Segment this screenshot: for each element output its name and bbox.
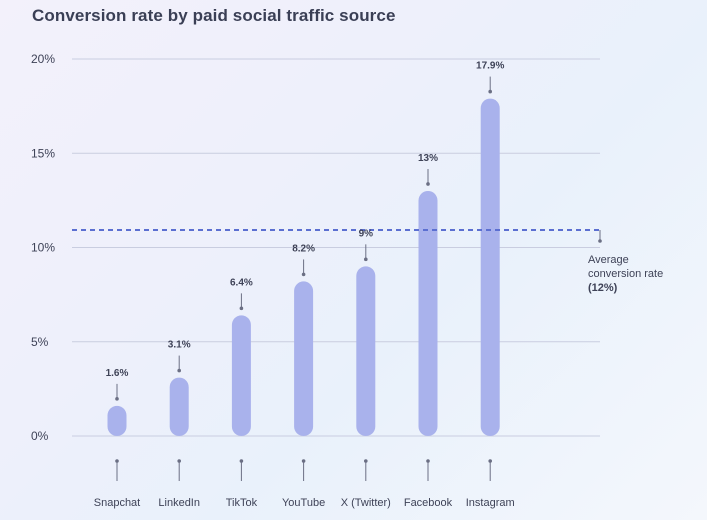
data-label-dot xyxy=(488,89,493,94)
category-label: Snapchat xyxy=(94,497,140,509)
category-dot xyxy=(364,459,368,463)
bar xyxy=(169,377,189,436)
data-label-dot xyxy=(301,272,306,277)
data-label: 13% xyxy=(418,153,438,164)
data-label-dot xyxy=(364,257,368,262)
data-label-dot xyxy=(115,397,119,401)
category-labels: Snapchat LinkedIn TikTok YouTube X (Twitter)… xyxy=(94,459,515,509)
average-line-group: Average conversion rate (12%) xyxy=(72,229,663,294)
data-label: 1.6% xyxy=(106,368,129,379)
category-dot xyxy=(239,459,244,463)
average-value-label: (12%) xyxy=(588,282,618,294)
y-tick-label: 0% xyxy=(31,429,49,443)
data-label: 3.1% xyxy=(168,340,191,351)
category-dot xyxy=(177,459,181,463)
category-label: TikTok xyxy=(226,497,258,509)
category-label: Instagram xyxy=(466,497,515,509)
average-label: Average xyxy=(588,254,629,266)
category-dot xyxy=(115,459,119,463)
y-axis-tick-labels: 0% 5% 10% 15% 20% xyxy=(31,52,55,443)
category-dot xyxy=(426,459,430,463)
data-label: 6.4% xyxy=(230,277,253,288)
bar xyxy=(231,315,251,436)
data-label-dot xyxy=(177,368,181,373)
bars xyxy=(107,98,500,437)
bar xyxy=(356,266,376,436)
y-tick-label: 10% xyxy=(31,241,55,255)
y-tick-label: 5% xyxy=(31,335,49,349)
data-label-dot xyxy=(239,306,244,311)
data-labels: 1.6% 3.1% 6.4% 8.2% 9% 13% 17.9% xyxy=(106,61,504,401)
data-label: 9% xyxy=(359,228,374,239)
average-dot xyxy=(598,239,602,243)
data-label-dot xyxy=(426,182,430,186)
bar xyxy=(480,98,500,437)
grid-lines xyxy=(72,58,600,437)
data-label: 8.2% xyxy=(292,243,315,254)
bar xyxy=(294,281,314,436)
category-dot xyxy=(488,459,493,463)
y-tick-label: 15% xyxy=(31,146,55,160)
category-label: LinkedIn xyxy=(158,497,200,509)
y-tick-label: 20% xyxy=(31,52,55,66)
data-label: 17.9% xyxy=(476,61,504,72)
average-label: conversion rate xyxy=(588,268,663,280)
chart-title: Conversion rate by paid social traffic s… xyxy=(32,6,396,25)
bar xyxy=(418,190,438,436)
category-label: Facebook xyxy=(404,497,453,509)
category-dot xyxy=(301,459,306,463)
bar xyxy=(107,405,127,436)
category-label: YouTube xyxy=(282,497,325,509)
category-label: X (Twitter) xyxy=(341,497,391,509)
